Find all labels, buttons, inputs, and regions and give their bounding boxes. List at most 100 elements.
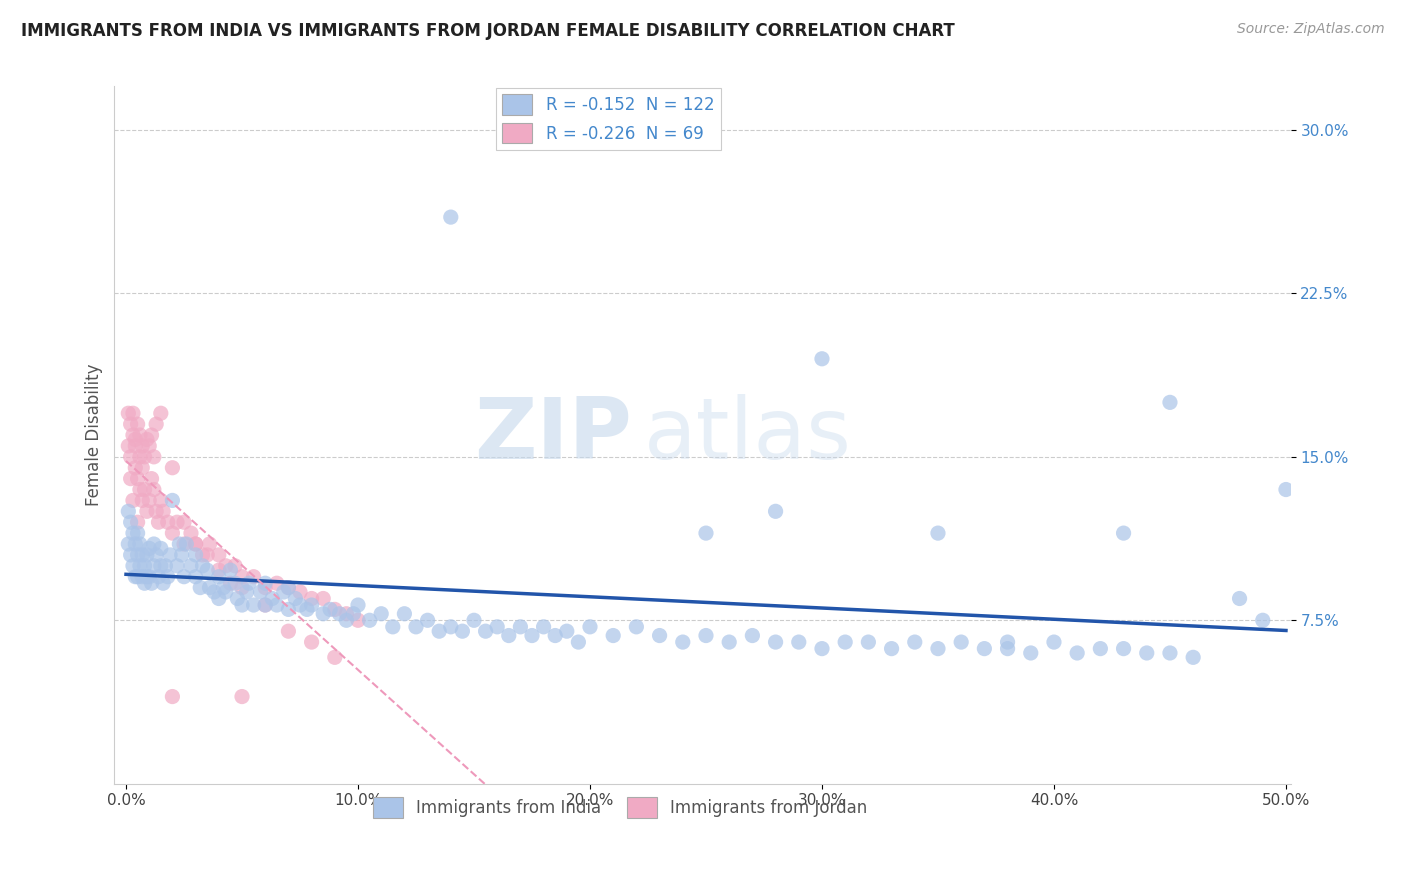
Point bbox=[120, 472, 142, 486]
Point bbox=[170, 548, 193, 562]
Point bbox=[997, 641, 1019, 656]
Point bbox=[765, 504, 787, 518]
Point bbox=[254, 576, 277, 591]
Point bbox=[134, 483, 156, 497]
Point bbox=[328, 607, 350, 621]
Point bbox=[323, 650, 346, 665]
Point bbox=[301, 635, 323, 649]
Point bbox=[124, 439, 146, 453]
Point bbox=[288, 585, 311, 599]
Point bbox=[672, 635, 695, 649]
Point bbox=[129, 450, 152, 464]
Point bbox=[122, 493, 145, 508]
Point bbox=[451, 624, 474, 639]
Point bbox=[169, 537, 191, 551]
Point bbox=[1275, 483, 1298, 497]
Point bbox=[135, 548, 157, 562]
Point bbox=[626, 620, 648, 634]
Point bbox=[127, 526, 149, 541]
Point bbox=[249, 585, 271, 599]
Point bbox=[880, 641, 903, 656]
Point bbox=[138, 570, 160, 584]
Point bbox=[135, 433, 157, 447]
Point bbox=[208, 591, 231, 606]
Point bbox=[127, 548, 149, 562]
Point bbox=[498, 628, 520, 642]
Point bbox=[301, 591, 323, 606]
Point bbox=[124, 433, 146, 447]
Point bbox=[208, 570, 231, 584]
Point bbox=[927, 641, 949, 656]
Point bbox=[145, 548, 167, 562]
Point bbox=[184, 548, 207, 562]
Text: Source: ZipAtlas.com: Source: ZipAtlas.com bbox=[1237, 22, 1385, 37]
Point bbox=[162, 690, 184, 704]
Point bbox=[235, 585, 257, 599]
Point bbox=[301, 598, 323, 612]
Point bbox=[162, 460, 184, 475]
Point bbox=[127, 570, 149, 584]
Point bbox=[141, 428, 163, 442]
Point bbox=[231, 581, 253, 595]
Point bbox=[195, 563, 218, 577]
Point bbox=[129, 537, 152, 551]
Point bbox=[834, 635, 856, 649]
Point bbox=[238, 576, 260, 591]
Point bbox=[579, 620, 602, 634]
Point bbox=[166, 515, 188, 529]
Point bbox=[440, 210, 463, 224]
Point bbox=[142, 483, 165, 497]
Point bbox=[135, 570, 157, 584]
Point bbox=[254, 581, 277, 595]
Point bbox=[141, 472, 163, 486]
Point bbox=[312, 591, 335, 606]
Point bbox=[166, 558, 188, 573]
Point bbox=[973, 641, 995, 656]
Point bbox=[141, 576, 163, 591]
Point bbox=[1112, 641, 1135, 656]
Text: ZIP: ZIP bbox=[474, 393, 631, 476]
Point bbox=[173, 570, 195, 584]
Point bbox=[145, 504, 167, 518]
Point bbox=[127, 472, 149, 486]
Point bbox=[148, 570, 170, 584]
Point bbox=[381, 620, 404, 634]
Point bbox=[1159, 646, 1181, 660]
Point bbox=[295, 602, 318, 616]
Point bbox=[142, 537, 165, 551]
Point bbox=[129, 558, 152, 573]
Point bbox=[127, 417, 149, 432]
Point bbox=[359, 613, 381, 627]
Point bbox=[202, 585, 225, 599]
Point bbox=[122, 428, 145, 442]
Point bbox=[254, 598, 277, 612]
Point bbox=[173, 537, 195, 551]
Point bbox=[124, 460, 146, 475]
Point bbox=[129, 483, 152, 497]
Point bbox=[463, 613, 485, 627]
Point bbox=[195, 548, 218, 562]
Point bbox=[117, 537, 139, 551]
Point bbox=[787, 635, 810, 649]
Point bbox=[427, 624, 450, 639]
Point bbox=[602, 628, 624, 642]
Point bbox=[950, 635, 973, 649]
Point bbox=[184, 570, 207, 584]
Point bbox=[127, 515, 149, 529]
Point bbox=[117, 439, 139, 453]
Point bbox=[1229, 591, 1251, 606]
Point bbox=[184, 537, 207, 551]
Point bbox=[184, 537, 207, 551]
Text: atlas: atlas bbox=[644, 393, 852, 476]
Point bbox=[215, 558, 238, 573]
Text: IMMIGRANTS FROM INDIA VS IMMIGRANTS FROM JORDAN FEMALE DISABILITY CORRELATION CH: IMMIGRANTS FROM INDIA VS IMMIGRANTS FROM… bbox=[21, 22, 955, 40]
Point bbox=[226, 591, 249, 606]
Point bbox=[520, 628, 543, 642]
Point bbox=[266, 576, 288, 591]
Point bbox=[152, 504, 174, 518]
Point bbox=[149, 493, 172, 508]
Point bbox=[741, 628, 763, 642]
Point bbox=[695, 628, 717, 642]
Point bbox=[273, 585, 295, 599]
Point bbox=[1019, 646, 1042, 660]
